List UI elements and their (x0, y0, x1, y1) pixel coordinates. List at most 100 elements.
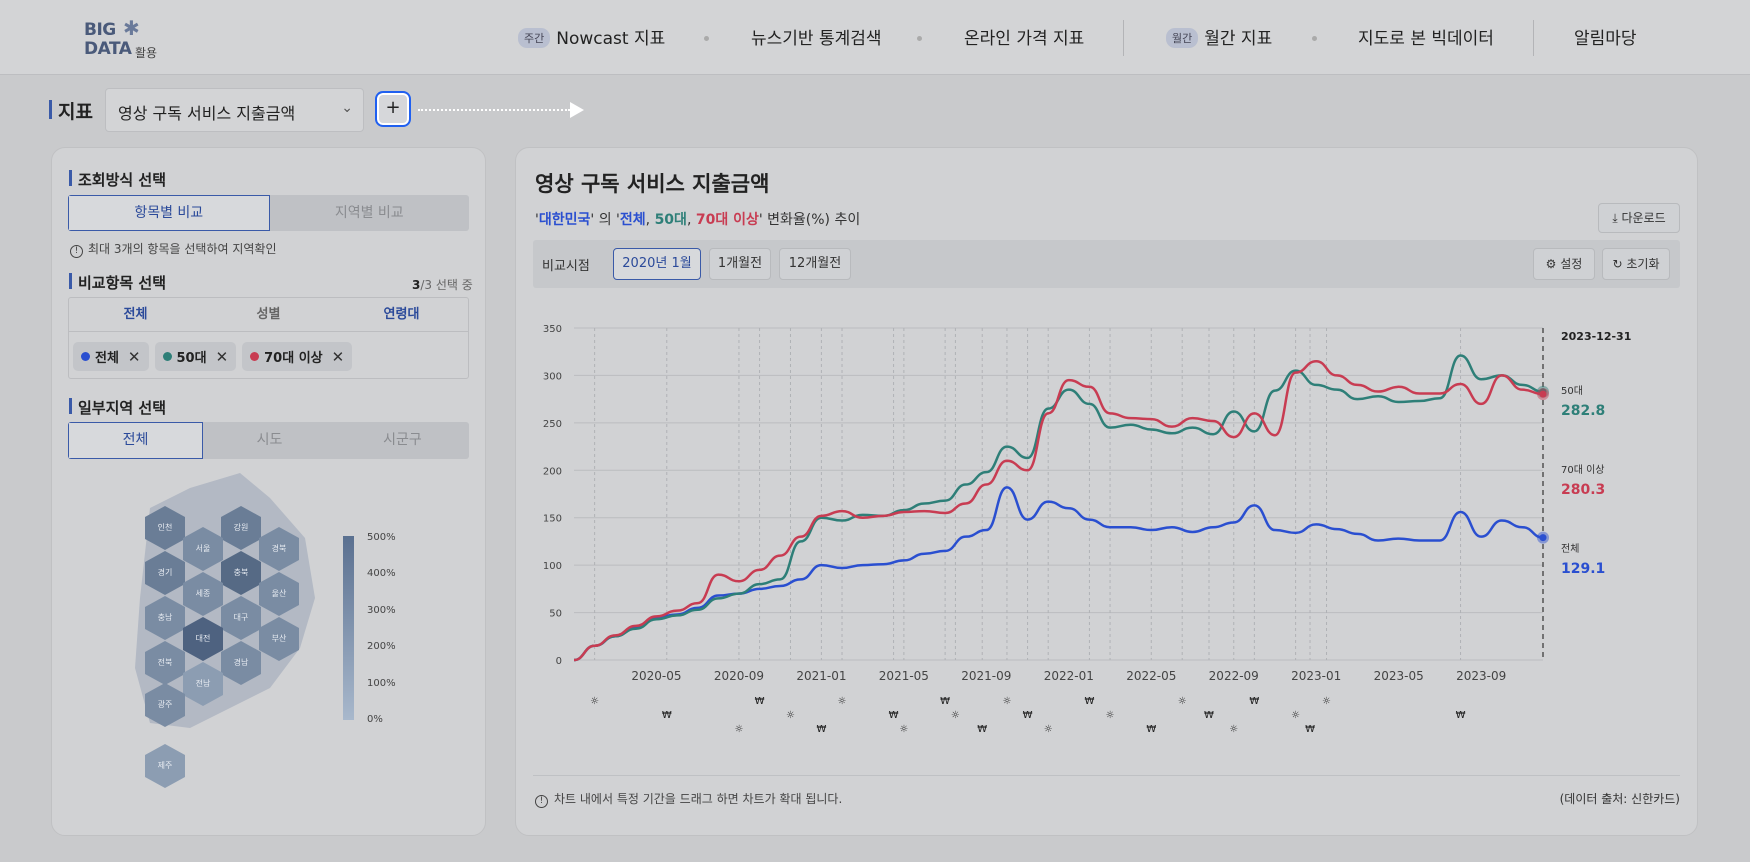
series-dot (81, 352, 90, 361)
logo-spark-icon: ✱ (123, 16, 140, 40)
x-tick-label: 2021-01 (796, 669, 846, 683)
tab-compare-age[interactable]: 연령대 (383, 307, 420, 322)
region-toggle: 전체 시도 시군구 (68, 422, 469, 459)
y-tick-label: 150 (543, 514, 562, 525)
x-tick-label: 2020-09 (714, 669, 764, 683)
event-marker-icon: ☼ (1106, 710, 1115, 721)
chip-70s-plus[interactable]: 70대 이상 ✕ (242, 342, 353, 371)
sub-of: 의 (594, 212, 617, 228)
logo-suffix: 활용 (135, 46, 158, 60)
legend-label: 100% (367, 678, 396, 689)
event-marker-icon: ☼ (899, 724, 908, 735)
region-tab-all[interactable]: 전체 (68, 422, 203, 459)
tab-compare-gender[interactable]: 성별 (256, 307, 281, 322)
sub-series-1: 전체 (619, 212, 646, 228)
event-marker-icon: ₩ (1204, 710, 1214, 721)
event-marker-icon: ☼ (1044, 724, 1053, 735)
chart-footer-divider (533, 775, 1680, 776)
view-mode-toggle: 항목별 비교 지역별 비교 (68, 195, 469, 231)
site-logo[interactable]: BIG ✱ DATA 활용 (84, 16, 174, 62)
legend-label: 200% (367, 641, 396, 652)
end-label-50s-value: 282.8 (1561, 403, 1606, 419)
close-icon[interactable]: ✕ (215, 347, 229, 366)
event-marker-icon: ₩ (662, 710, 672, 721)
region-tab-sido[interactable]: 시도 (256, 432, 283, 448)
x-tick-label: 2022-09 (1209, 669, 1259, 683)
chip-label: 전체 (95, 351, 119, 366)
event-marker-icon: ₩ (816, 724, 826, 735)
selected-chips: 전체 ✕ 50대 ✕ 70대 이상 ✕ (69, 332, 468, 381)
add-indicator-button[interactable]: + (375, 91, 411, 127)
event-marker-icon: ☼ (786, 710, 795, 721)
region-title: 일부지역 선택 (78, 399, 167, 417)
compare-option-12m[interactable]: 12개월전 (779, 248, 851, 280)
compare-title: 비교항목 선택 (78, 274, 167, 292)
series-end-marker (1539, 534, 1547, 542)
reset-button[interactable]: ↻ 초기화 (1602, 248, 1670, 280)
x-tick-label: 2020-05 (631, 669, 681, 683)
y-tick-label: 100 (543, 561, 562, 572)
nav-separator-dot (917, 36, 922, 41)
dotted-arrow-line (418, 109, 570, 111)
view-mode-region-compare[interactable]: 지역별 비교 (334, 205, 404, 221)
map-legend-bar (343, 536, 354, 720)
chart-footer-hint: ! 차트 내에서 특정 기간을 드래그 하면 차트가 확대 됩니다. (535, 790, 842, 808)
event-marker-icon: ₩ (1146, 724, 1156, 735)
indicator-select[interactable]: 영상 구독 서비스 지출금액 ⌄ (105, 88, 364, 132)
chip-label: 50대 (176, 351, 207, 366)
legend-label: 400% (367, 568, 396, 579)
y-tick-label: 200 (543, 466, 562, 477)
nav-badge-weekly: 주간 (518, 28, 551, 48)
view-mode-item-compare[interactable]: 항목별 비교 (68, 195, 270, 231)
chip-label: 70대 이상 (264, 351, 323, 366)
nav-map-bigdata[interactable]: 지도로 본 빅데이터 (1358, 24, 1494, 49)
compare-label: 비교시점 (542, 259, 590, 274)
compare-toolbar (533, 240, 1680, 288)
compare-count: 3/3 선택 중 (412, 276, 473, 293)
x-tick-label: 2023-01 (1291, 669, 1341, 683)
compare-option-1m[interactable]: 1개월전 (709, 248, 771, 280)
chip-50s[interactable]: 50대 ✕ (154, 342, 237, 371)
nav-separator-dot (1312, 36, 1317, 41)
event-marker-icon: ₩ (1023, 710, 1033, 721)
chevron-down-icon: ⌄ (341, 100, 353, 116)
x-tick-label: 2023-05 (1374, 669, 1424, 683)
region-tab-sigungu[interactable]: 시군구 (383, 432, 422, 448)
close-icon[interactable]: ✕ (331, 347, 345, 366)
arrow-right-icon (570, 102, 584, 118)
event-marker-icon: ₩ (940, 696, 950, 707)
settings-button[interactable]: ⚙ 설정 (1533, 248, 1595, 280)
nav-notice[interactable]: 알림마당 (1574, 24, 1637, 49)
sub-series-3: 70대 이상 (695, 212, 759, 228)
x-tick-label: 2022-05 (1126, 669, 1176, 683)
nav-online-price[interactable]: 온라인 가격 지표 (964, 24, 1084, 49)
series-end-marker (1539, 390, 1547, 398)
compare-count-rest: /3 선택 중 (420, 278, 473, 292)
compare-tabs: 전체 성별 연령대 (69, 298, 468, 332)
compare-count-num: 3 (412, 278, 421, 292)
download-button[interactable]: ⤓ 다운로드 (1598, 203, 1680, 233)
logo-data-text: DATA (84, 39, 132, 59)
nav-news-search[interactable]: 뉴스기반 통계검색 (751, 24, 882, 49)
series-dot (162, 352, 172, 361)
chip-all[interactable]: 전체 ✕ (73, 342, 149, 371)
sub-region: 대한민국 (538, 212, 591, 228)
event-marker-icon: ☼ (1178, 696, 1187, 707)
chart-title: 영상 구독 서비스 지출금액 (535, 172, 770, 196)
nav-label: 지도로 본 빅데이터 (1358, 29, 1494, 49)
event-marker-icon: ☼ (1291, 710, 1300, 721)
nav-monthly[interactable]: 월간 월간 지표 (1166, 24, 1272, 49)
end-date-label: 2023-12-31 (1561, 330, 1632, 343)
tab-compare-all[interactable]: 전체 (123, 307, 148, 322)
line-chart[interactable]: 0 50 100 150 200 250 300 350 2020-05 2020-09 2021-… (530, 318, 1680, 758)
nav-divider (1123, 20, 1124, 56)
compare-option-base[interactable]: 2020년 1월 (613, 248, 701, 280)
y-tick-label: 50 (549, 609, 562, 620)
gear-icon: ⚙ (1545, 257, 1561, 271)
nav-nowcast[interactable]: 주간 Nowcast 지표 (518, 24, 665, 49)
close-icon[interactable]: ✕ (127, 347, 141, 366)
end-label-50s-name: 50대 (1561, 386, 1583, 397)
event-marker-icon: ₩ (977, 724, 987, 735)
chart-subtitle: '대한민국' 의 '전체, 50대, 70대 이상' 변화율(%) 추이 (535, 212, 861, 228)
refresh-icon: ↻ (1612, 257, 1627, 271)
